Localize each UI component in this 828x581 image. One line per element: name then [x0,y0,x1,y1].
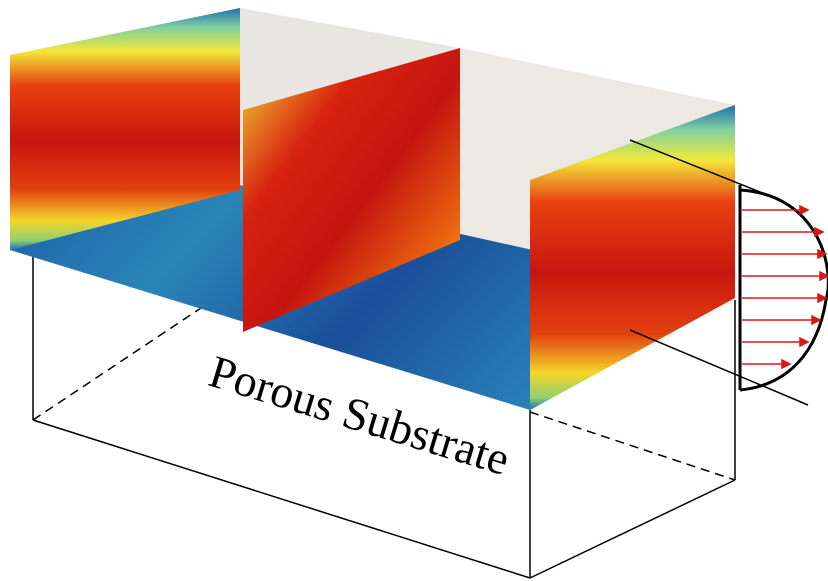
page: Porous Substrate (() => { const data = J… [0,0,828,581]
illustration: Porous Substrate [0,0,828,581]
